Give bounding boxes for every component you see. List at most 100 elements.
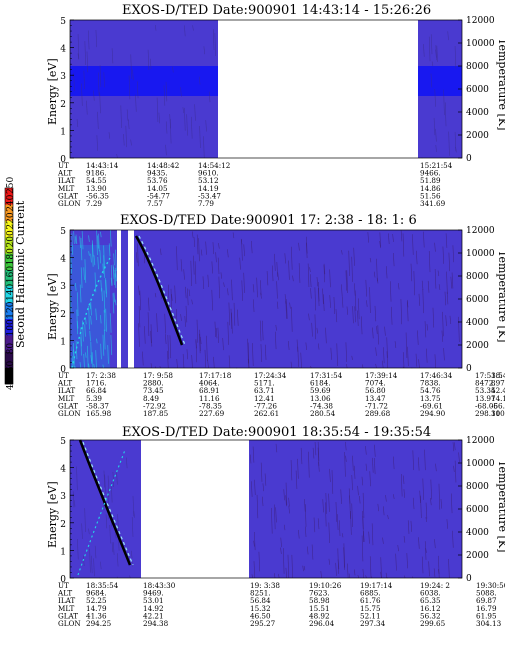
data-streak (76, 320, 79, 329)
data-streak (435, 49, 437, 58)
data-streak (262, 320, 264, 341)
data-streak (185, 286, 187, 299)
data-streak (386, 351, 389, 369)
data-streak (100, 231, 102, 238)
data-streak (73, 362, 75, 369)
data-streak (239, 257, 241, 270)
data-streak (253, 561, 256, 579)
data-streak (291, 246, 293, 270)
data-streak (83, 555, 85, 566)
data-streak (165, 334, 167, 345)
data-streak (71, 233, 74, 255)
data-streak (191, 231, 194, 238)
panel-1-plot (69, 19, 463, 159)
data-streak (261, 496, 264, 507)
data-streak (288, 497, 290, 507)
data-streak (228, 355, 231, 369)
data-streak (79, 362, 82, 369)
panel-1-title: EXOS-D/TED Date:900901 14:43:14 - 15:26:… (122, 3, 431, 18)
data-streak (91, 352, 94, 369)
colorbar-swatch (5, 253, 13, 270)
data-streak (176, 246, 178, 271)
data-streak (86, 100, 88, 115)
data-streak (328, 522, 330, 543)
table-cell: 187.85 (143, 409, 169, 418)
data-streak (393, 494, 395, 500)
table-cell: 14.92 (143, 604, 164, 613)
table-cell: 18:43:30 (143, 581, 176, 590)
temperature-tick-label: 0 (466, 154, 472, 164)
data-streak (231, 279, 233, 301)
temperature-tick-label: 2000 (466, 341, 489, 351)
panel-3-plot (69, 439, 463, 579)
data-streak (83, 353, 85, 369)
data-streak (377, 325, 379, 345)
data-streak (335, 501, 338, 522)
table-cell: 52.25 (86, 596, 107, 605)
energy-tick-label: 2 (60, 100, 66, 110)
data-streak (374, 444, 376, 457)
data-streak (172, 66, 174, 73)
data-streak (117, 513, 119, 534)
table-cell: 295.27 (250, 619, 276, 628)
panel-2-background (70, 230, 462, 368)
data-streak (330, 347, 332, 360)
data-streak (108, 132, 111, 139)
temperature-tick-label: 12000 (466, 16, 495, 26)
data-streak (129, 575, 131, 579)
data-streak (380, 557, 382, 579)
data-streak (413, 270, 415, 296)
table-cell: 52.11 (360, 611, 381, 620)
data-streak (148, 297, 150, 311)
data-streak (254, 531, 256, 551)
data-streak (200, 336, 202, 345)
data-streak (205, 241, 207, 255)
data-streak (402, 475, 405, 484)
data-streak (280, 547, 282, 554)
data-streak (404, 575, 406, 579)
table-cell: 61.76 (360, 596, 381, 605)
data-streak (260, 462, 263, 482)
data-streak (147, 312, 150, 337)
data-streak (90, 301, 92, 316)
data-streak (126, 457, 128, 469)
data-streak (264, 473, 267, 486)
colorbar-swatch (5, 204, 13, 221)
table-cell: 7623. (309, 589, 330, 598)
data-streak (452, 245, 455, 263)
table-cell: 53.12 (198, 176, 219, 185)
table-cell: 17:31:54 (310, 371, 343, 380)
data-streak (412, 450, 414, 471)
colorbar-swatch (5, 269, 13, 287)
data-streak (182, 353, 185, 369)
data-streak (86, 345, 89, 369)
data-streak (298, 529, 300, 539)
data-streak (424, 321, 427, 338)
temperature-tick-label: 4000 (466, 528, 489, 538)
data-streak (104, 278, 107, 294)
data-streak (317, 447, 320, 466)
data-streak (116, 553, 119, 567)
data-streak (336, 514, 339, 531)
table-cell: 262.61 (254, 409, 279, 418)
data-streak (185, 305, 188, 323)
data-streak (107, 345, 109, 364)
data-streak (84, 508, 86, 532)
data-streak (295, 470, 298, 489)
table-cell: 51.56 (420, 191, 441, 200)
data-streak (207, 359, 209, 369)
data-streak (284, 253, 286, 264)
data-streak (443, 89, 445, 116)
data-streak (120, 105, 122, 128)
data-streak (374, 458, 376, 475)
table-cell: -71.72 (365, 401, 388, 410)
table-cell: 19:30:50 (476, 581, 505, 590)
data-streak (331, 470, 334, 494)
data-streak (371, 523, 374, 546)
data-streak (84, 41, 86, 66)
energy-tick-label: 4 (60, 465, 66, 475)
data-streak (285, 482, 288, 506)
data-streak (454, 460, 457, 483)
panel-3-orbit-table: UT 18:35:54 18:43:30 19: 3:38 19:10:26 19:17:… (57, 581, 505, 628)
